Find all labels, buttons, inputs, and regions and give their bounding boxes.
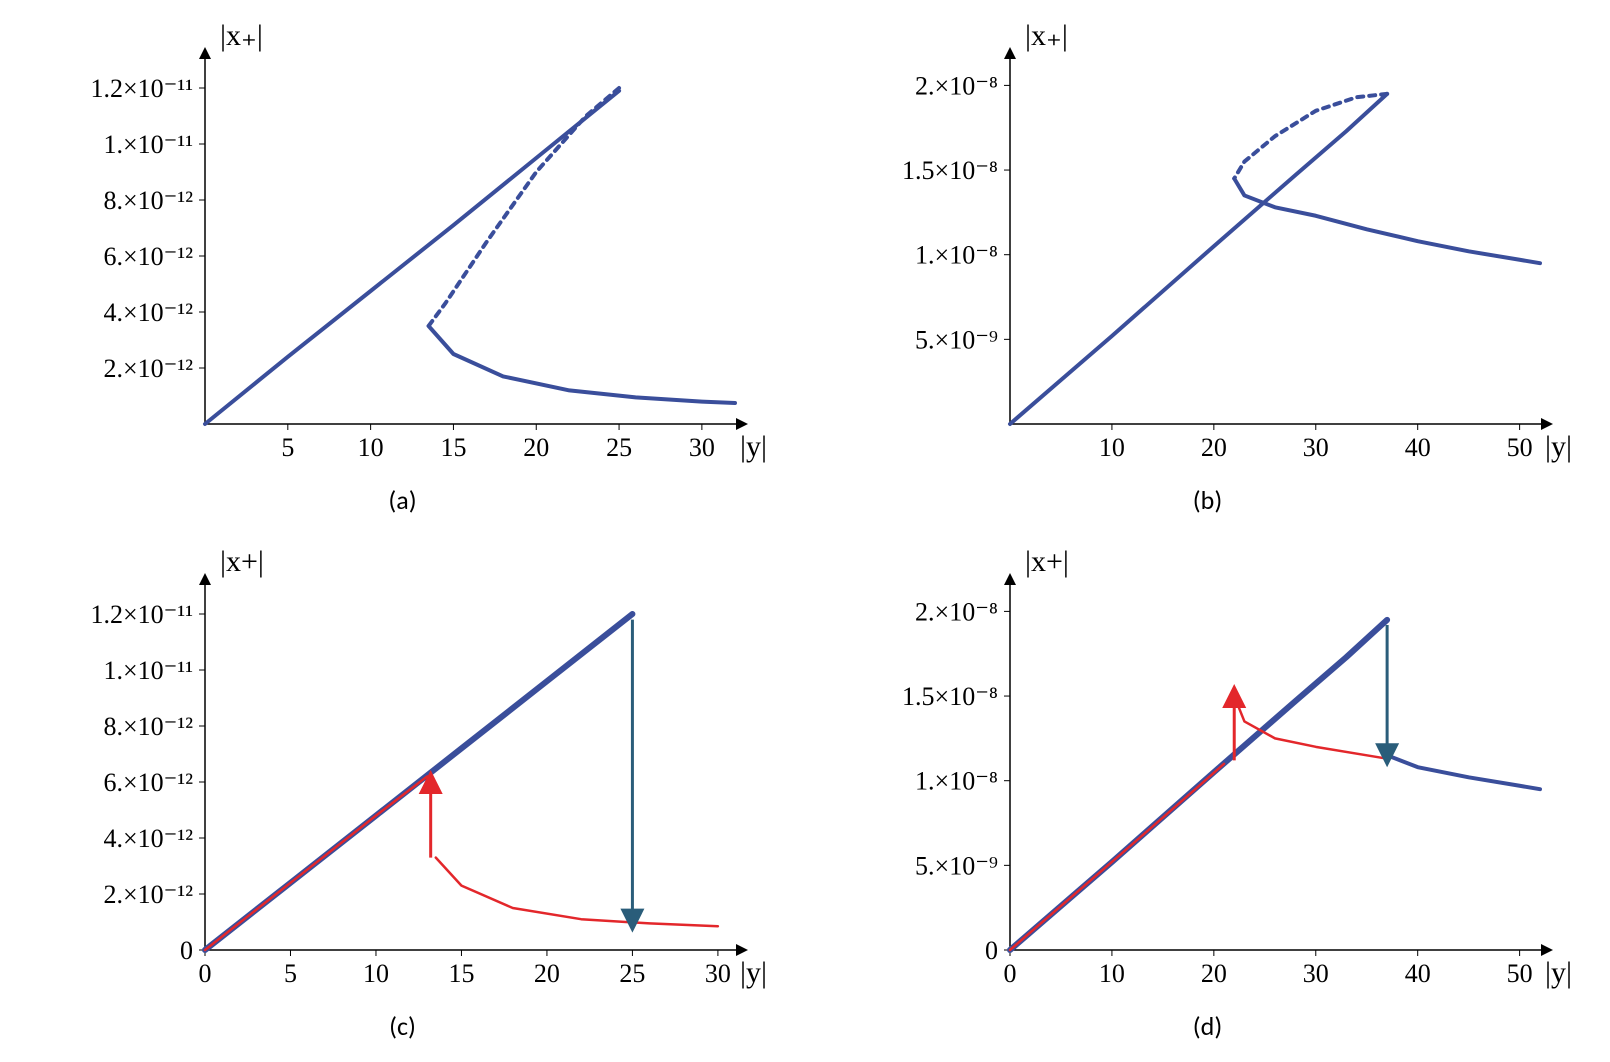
svg-text:1.5×10⁻⁸: 1.5×10⁻⁸: [902, 682, 998, 711]
svg-text:8.×10⁻¹²: 8.×10⁻¹²: [104, 712, 194, 741]
svg-text:1.5×10⁻⁸: 1.5×10⁻⁸: [902, 156, 998, 185]
svg-text:4.×10⁻¹²: 4.×10⁻¹²: [104, 824, 194, 853]
svg-text:15: 15: [440, 433, 466, 462]
svg-text:5.×10⁻⁹: 5.×10⁻⁹: [915, 851, 998, 880]
svg-text:6.×10⁻¹²: 6.×10⁻¹²: [104, 768, 194, 797]
plot-c: 0 5 10 15 20 25 30 0 2.×10⁻¹² 4.×10⁻¹² 6.×10⁻¹² 8.×…: [20, 546, 785, 1000]
panel-d: 0 10 20 30 40 50 0 5.×10⁻⁹ 1.×10⁻⁸ 1.5×10⁻⁸ 2.×10⁻…: [825, 546, 1590, 1042]
svg-text:|y|: |y|: [1545, 430, 1572, 463]
plot-d: 0 10 20 30 40 50 0 5.×10⁻⁹ 1.×10⁻⁸ 1.5×10⁻⁸ 2.×10⁻…: [825, 546, 1590, 1000]
svg-text:0: 0: [180, 936, 193, 965]
panel-b: 10 20 30 40 50 5.×10⁻⁹ 1.×10⁻⁸ 1.5×10⁻⁸ 2.×10⁻⁸ |…: [825, 20, 1590, 516]
svg-text:4.×10⁻¹²: 4.×10⁻¹²: [104, 298, 194, 327]
svg-text:50: 50: [1507, 433, 1533, 462]
svg-text:|x₊|: |x₊|: [220, 20, 263, 52]
svg-text:0: 0: [199, 959, 212, 988]
svg-text:25: 25: [606, 433, 632, 462]
svg-text:10: 10: [1099, 959, 1125, 988]
svg-text:|y|: |y|: [740, 956, 767, 989]
svg-text:6.×10⁻¹²: 6.×10⁻¹²: [104, 242, 194, 271]
plot-b: 10 20 30 40 50 5.×10⁻⁹ 1.×10⁻⁸ 1.5×10⁻⁸ 2.×10⁻⁸ |…: [825, 20, 1590, 474]
svg-text:10: 10: [358, 433, 384, 462]
panel-c: 0 5 10 15 20 25 30 0 2.×10⁻¹² 4.×10⁻¹² 6.×10⁻¹² 8.×…: [20, 546, 785, 1042]
svg-text:1.×10⁻⁸: 1.×10⁻⁸: [915, 241, 998, 270]
svg-text:40: 40: [1405, 433, 1431, 462]
svg-text:15: 15: [448, 959, 474, 988]
svg-text:50: 50: [1507, 959, 1533, 988]
svg-text:20: 20: [1201, 433, 1227, 462]
svg-text:2.×10⁻¹²: 2.×10⁻¹²: [104, 880, 194, 909]
svg-text:30: 30: [1303, 433, 1329, 462]
svg-text:30: 30: [705, 959, 731, 988]
svg-text:1.×10⁻¹¹: 1.×10⁻¹¹: [104, 656, 193, 685]
svg-text:0: 0: [985, 936, 998, 965]
svg-text:|y|: |y|: [1545, 956, 1572, 989]
svg-text:5: 5: [284, 959, 297, 988]
svg-text:|x+|: |x+|: [220, 546, 264, 578]
svg-text:8.×10⁻¹²: 8.×10⁻¹²: [104, 186, 194, 215]
caption-d: (d): [1193, 1010, 1222, 1042]
svg-text:2.×10⁻⁸: 2.×10⁻⁸: [915, 597, 998, 626]
svg-text:20: 20: [534, 959, 560, 988]
panel-a: 5 10 15 20 25 30 2.×10⁻¹² 4.×10⁻¹² 6.×10⁻¹² 8.×10…: [20, 20, 785, 516]
svg-text:1.2×10⁻¹¹: 1.2×10⁻¹¹: [91, 74, 193, 103]
svg-text:25: 25: [619, 959, 645, 988]
figure-grid: 5 10 15 20 25 30 2.×10⁻¹² 4.×10⁻¹² 6.×10⁻¹² 8.×10…: [20, 20, 1590, 1042]
svg-text:5.×10⁻⁹: 5.×10⁻⁹: [915, 325, 998, 354]
caption-b: (b): [1193, 484, 1222, 516]
svg-text:|x₊|: |x₊|: [1025, 20, 1068, 52]
svg-text:20: 20: [523, 433, 549, 462]
svg-text:1.×10⁻¹¹: 1.×10⁻¹¹: [104, 130, 193, 159]
svg-text:30: 30: [689, 433, 715, 462]
caption-a: (a): [388, 484, 416, 516]
svg-text:0: 0: [1004, 959, 1017, 988]
svg-text:20: 20: [1201, 959, 1227, 988]
caption-c: (c): [389, 1010, 416, 1042]
svg-text:|x+|: |x+|: [1025, 546, 1069, 578]
svg-text:5: 5: [281, 433, 294, 462]
svg-text:2.×10⁻⁸: 2.×10⁻⁸: [915, 71, 998, 100]
svg-text:|y|: |y|: [740, 430, 767, 463]
svg-text:10: 10: [1099, 433, 1125, 462]
svg-text:1.×10⁻⁸: 1.×10⁻⁸: [915, 767, 998, 796]
plot-a: 5 10 15 20 25 30 2.×10⁻¹² 4.×10⁻¹² 6.×10⁻¹² 8.×10…: [20, 20, 785, 474]
svg-text:10: 10: [363, 959, 389, 988]
svg-text:2.×10⁻¹²: 2.×10⁻¹²: [104, 354, 194, 383]
svg-text:40: 40: [1405, 959, 1431, 988]
svg-text:1.2×10⁻¹¹: 1.2×10⁻¹¹: [91, 600, 193, 629]
svg-text:30: 30: [1303, 959, 1329, 988]
